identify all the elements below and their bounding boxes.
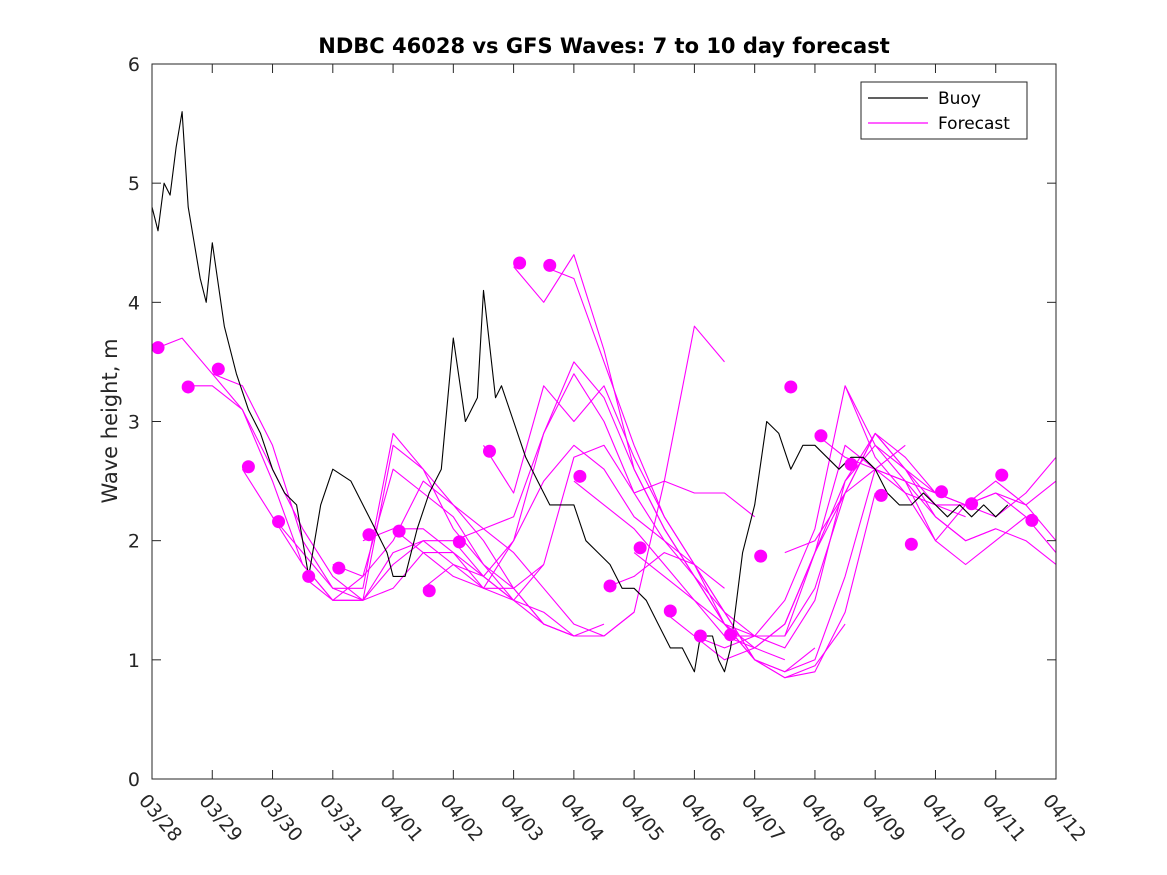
forecast-marker xyxy=(241,460,255,474)
forecast-series-line-11 xyxy=(453,361,786,661)
forecast-series-line-10 xyxy=(422,373,756,637)
forecast-marker xyxy=(693,629,707,643)
forecast-marker xyxy=(965,497,979,511)
forecast-marker xyxy=(543,258,557,272)
forecast-marker xyxy=(452,535,466,549)
forecast-series-line-13 xyxy=(513,254,846,679)
forecast-series-line-24 xyxy=(844,385,1056,542)
forecast-series-line-4 xyxy=(241,432,575,637)
legend-box xyxy=(860,81,1028,140)
forecast-marker xyxy=(332,561,346,575)
forecast-marker xyxy=(392,524,406,538)
y-axis-label: Wave height, m xyxy=(98,338,122,503)
legend-forecast-label: Forecast xyxy=(938,114,1010,134)
forecast-marker xyxy=(995,468,1009,482)
forecast-series-line-22 xyxy=(784,432,1056,554)
forecast-marker xyxy=(362,528,376,542)
y-tick-label: 4 xyxy=(128,292,140,314)
forecast-marker xyxy=(663,604,677,618)
forecast-marker xyxy=(422,584,436,598)
forecast-marker xyxy=(874,488,888,502)
y-tick-label: 0 xyxy=(128,769,140,791)
forecast-marker xyxy=(1025,513,1039,527)
forecast-marker xyxy=(603,579,617,593)
forecast-marker xyxy=(904,537,918,551)
forecast-marker xyxy=(151,341,165,355)
legend: Buoy Forecast xyxy=(860,81,1028,140)
forecast-series-line-17 xyxy=(633,432,966,637)
y-tick-label: 3 xyxy=(128,412,140,434)
forecast-series-line-9 xyxy=(392,444,725,589)
marker-layer xyxy=(151,256,1039,643)
legend-buoy-label: Buoy xyxy=(938,89,981,109)
series-layer xyxy=(152,111,1056,679)
forecast-marker xyxy=(181,380,195,394)
forecast-marker xyxy=(754,549,768,563)
forecast-marker xyxy=(784,380,798,394)
forecast-marker xyxy=(934,485,948,499)
y-tick-label: 6 xyxy=(128,54,140,76)
y-tick-label: 2 xyxy=(128,531,140,553)
chart-title: NDBC 46028 vs GFS Waves: 7 to 10 day for… xyxy=(318,34,889,58)
forecast-marker xyxy=(302,569,316,583)
y-tick-label: 5 xyxy=(128,173,140,195)
forecast-series-line-6 xyxy=(302,468,635,637)
forecast-series-line-8 xyxy=(362,444,756,589)
forecast-marker xyxy=(513,256,527,270)
forecast-marker xyxy=(573,469,587,483)
forecast-marker xyxy=(272,515,286,529)
forecast-marker xyxy=(814,429,828,443)
forecast-marker xyxy=(633,541,647,555)
forecast-marker xyxy=(724,628,738,642)
forecast-marker xyxy=(844,457,858,471)
y-tick-label: 1 xyxy=(128,650,140,672)
forecast-marker xyxy=(482,444,496,458)
forecast-series-line-14 xyxy=(543,266,876,679)
forecast-marker xyxy=(211,362,225,376)
